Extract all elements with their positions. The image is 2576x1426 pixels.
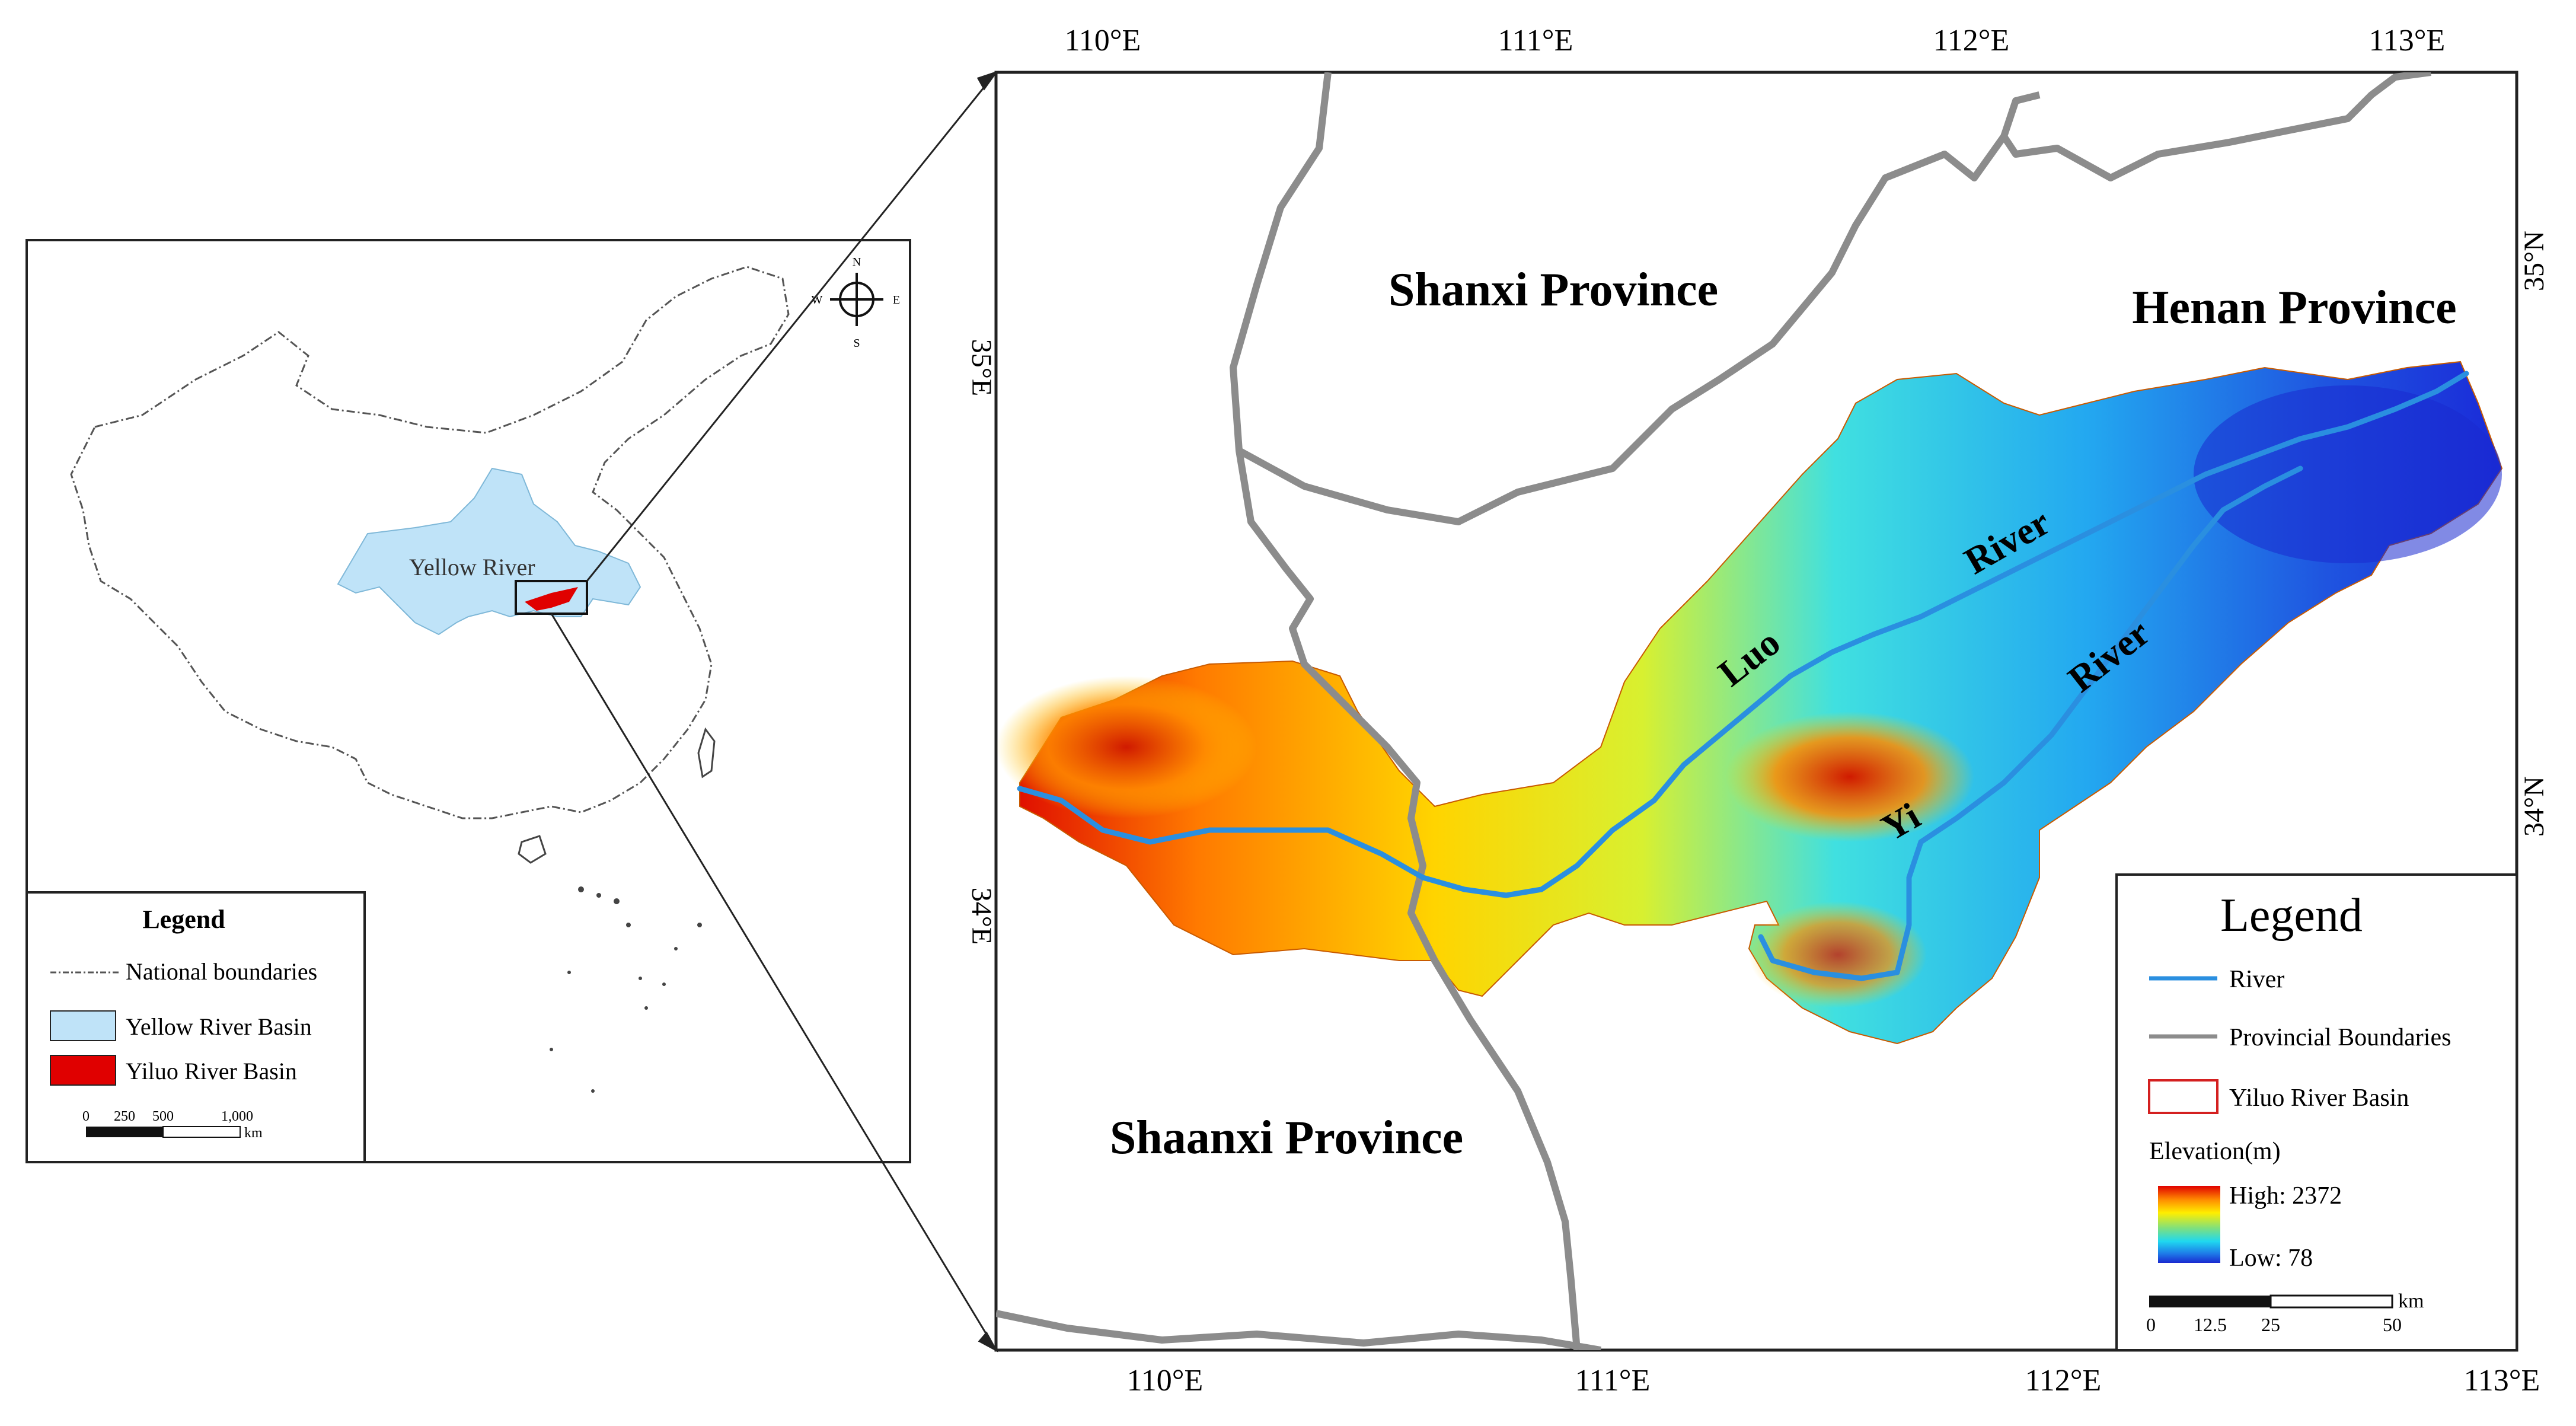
inset-scale-0: 0 — [82, 1109, 90, 1124]
southern-high-ridge — [1749, 901, 1927, 1008]
legend-national-boundaries: National boundaries — [126, 958, 317, 985]
inset-legend-title: Legend — [142, 905, 225, 934]
left-tick-34: 34°E — [966, 888, 997, 945]
top-tick-113: 113°E — [2369, 24, 2446, 58]
right-tick-35: 35°N — [2518, 231, 2550, 291]
compass-e: E — [893, 294, 900, 307]
main-scale-unit: km — [2398, 1290, 2424, 1312]
right-tick-34: 34°N — [2518, 776, 2550, 837]
compass-rose: N S E W — [812, 256, 901, 350]
henan-province-label: Henan Province — [2132, 282, 2456, 334]
yiluo-basin-inset — [525, 587, 578, 611]
inset-scale-1000: 1,000 — [221, 1109, 253, 1124]
zoom-connector-lines — [550, 71, 998, 1352]
compass-w: W — [812, 294, 823, 307]
legend-yellow-basin: Yellow River Basin — [126, 1013, 312, 1040]
bottom-tick-110: 110°E — [1127, 1364, 1204, 1398]
top-tick-112: 112°E — [1933, 24, 2010, 58]
bottom-axis: 110°E 111°E 112°E 113°E — [1127, 1364, 2540, 1398]
main-scale-0: 0 — [2146, 1314, 2156, 1335]
top-tick-110: 110°E — [1065, 24, 1141, 58]
main-scale-bar: km 0 12.5 25 50 — [2146, 1290, 2424, 1335]
legend-yellow-basin-swatch — [50, 1010, 116, 1041]
central-high-ridge — [1725, 712, 1974, 842]
taiwan-island — [697, 727, 716, 779]
inset-scale-250: 250 — [114, 1109, 135, 1124]
bottom-tick-112: 112°E — [2025, 1364, 2102, 1398]
elevation-color-ramp — [2158, 1186, 2220, 1263]
inset-scale-unit: km — [244, 1125, 263, 1141]
yi-river — [1758, 465, 2303, 981]
left-tick-35: 35°E — [966, 339, 997, 397]
compass-s: S — [853, 337, 860, 350]
legend-provincial-boundaries: Provincial Boundaries — [2229, 1024, 2451, 1051]
top-tick-111: 111°E — [1498, 24, 1573, 58]
elevation-high: High: 2372 — [2229, 1182, 2342, 1210]
main-scale-12-5: 12.5 — [2194, 1314, 2227, 1335]
main-map: Shanxi Province Henan Province Shaanxi P… — [966, 24, 2550, 1398]
inset-legend: Legend National boundaries Yellow River … — [25, 891, 366, 1163]
main-legend: Legend River Provincial Boundaries Yiluo… — [2115, 873, 2518, 1351]
yellow-river-label: Yellow River — [409, 554, 535, 580]
legend-yiluo-basin-main: Yiluo River Basin — [2229, 1084, 2409, 1112]
elevation-low: Low: 78 — [2229, 1245, 2313, 1272]
luo-river — [1017, 371, 2469, 898]
shanxi-province-label: Shanxi Province — [1388, 264, 1718, 316]
inset-scale-bar: 0 250 500 1,000 km — [82, 1109, 263, 1141]
compass-n: N — [853, 256, 861, 269]
legend-yiluo-basin-swatch — [50, 1055, 116, 1086]
south-china-sea-islands — [550, 886, 702, 1093]
top-axis: 110°E 111°E 112°E 113°E — [1065, 24, 2446, 58]
western-high-ridge — [996, 676, 1257, 818]
legend-elevation-title: Elevation(m) — [2149, 1138, 2281, 1165]
inset-map: Yellow River N S E W Legend Nati — [25, 239, 911, 1163]
main-scale-50: 50 — [2383, 1314, 2402, 1335]
bottom-tick-113: 113°E — [2464, 1364, 2540, 1398]
hainan-island — [518, 835, 547, 864]
legend-yiluo-basin: Yiluo River Basin — [126, 1058, 297, 1084]
main-scale-25: 25 — [2261, 1314, 2280, 1335]
eastern-low-plain — [2194, 385, 2502, 563]
legend-yiluo-swatch — [2148, 1079, 2219, 1114]
bottom-tick-111: 111°E — [1575, 1364, 1651, 1398]
rivers — [1017, 371, 2469, 981]
inset-scale-500: 500 — [152, 1109, 174, 1124]
legend-river: River — [2229, 966, 2284, 993]
provincial-boundaries — [996, 72, 2431, 1350]
shaanxi-province-label: Shaanxi Province — [1110, 1112, 1463, 1164]
main-legend-title: Legend — [2220, 889, 2363, 942]
